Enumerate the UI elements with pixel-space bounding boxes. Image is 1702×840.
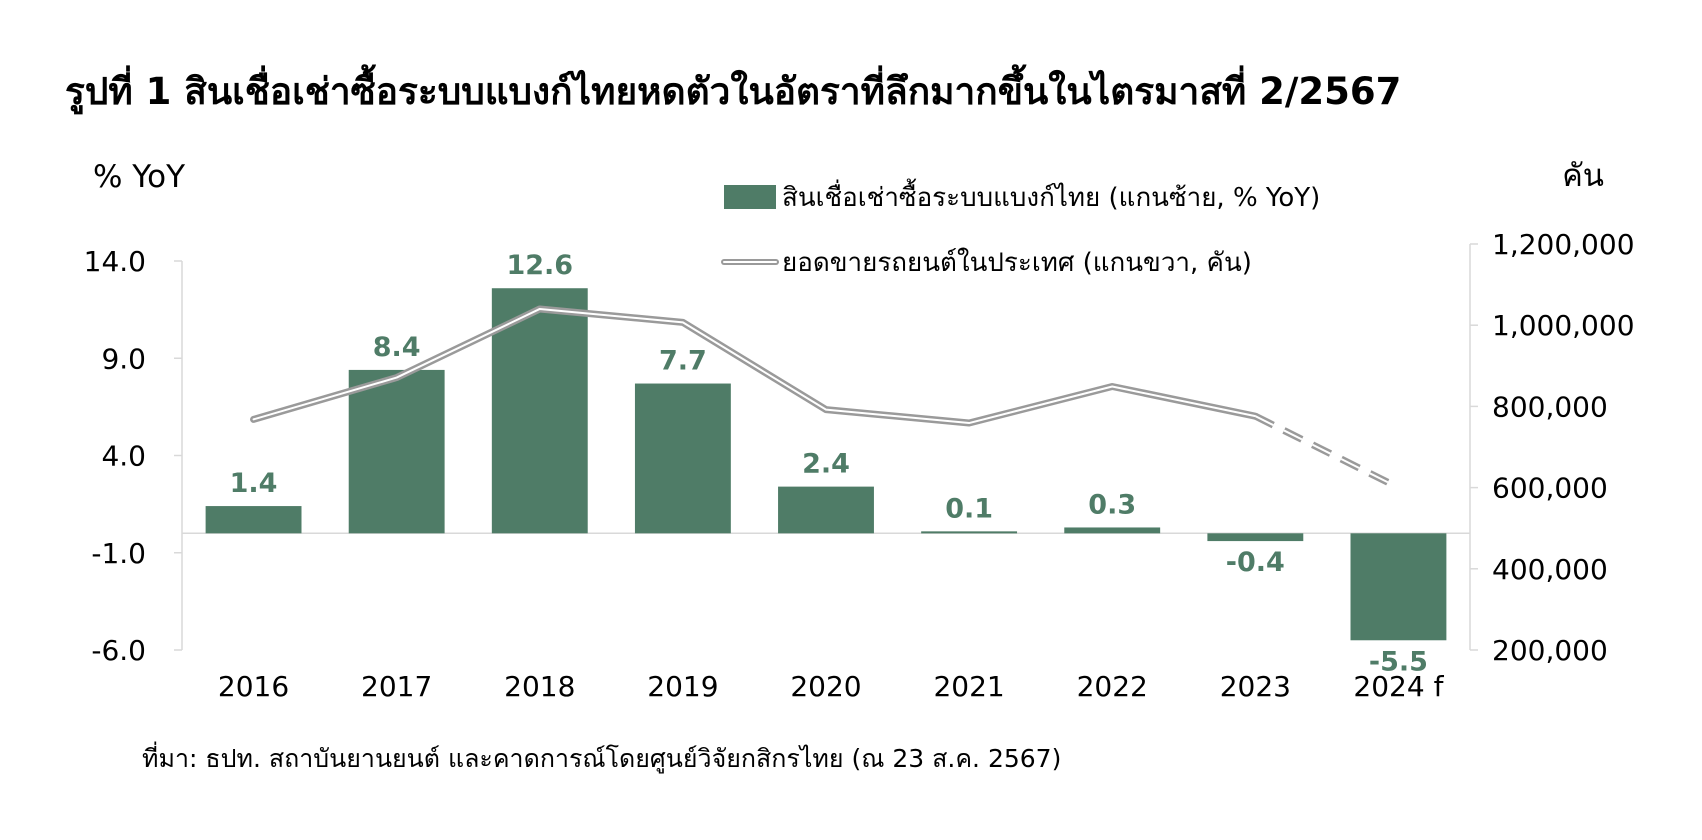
bar-data-label: 12.6	[506, 250, 573, 281]
right-tick-label: 600,000	[1492, 472, 1608, 505]
chart-title: รูปที่ 1 สินเชื่อเช่าซื้อระบบแบงก์ไทยหดต…	[65, 64, 1401, 115]
bar	[1207, 533, 1304, 542]
bar-data-label: -0.4	[1226, 547, 1285, 578]
bar	[1350, 533, 1447, 641]
axes: 14.0 9.0 4.0 -1.0 -6.0 1,200,000 1,000,000 800,…	[84, 228, 1635, 703]
right-tick-label: 1,200,000	[1492, 228, 1635, 261]
left-tick-label: 4.0	[101, 440, 146, 473]
bar-data-label: 8.4	[373, 332, 421, 363]
x-tick-label: 2024 f	[1353, 670, 1444, 703]
source-note: ที่มา: ธปท. สถาบันยานยนต์ และคาดการณ์โดย…	[142, 741, 1061, 774]
x-tick-label: 2023	[1220, 670, 1291, 703]
bar	[491, 288, 588, 534]
x-tick-label: 2021	[933, 670, 1004, 703]
bar-series	[205, 288, 1447, 641]
bar-data-label: 7.7	[659, 346, 707, 377]
bar-data-label: 1.4	[230, 468, 278, 499]
line-series	[250, 305, 1401, 491]
left-tick-label: -1.0	[91, 537, 146, 570]
right-axis-unit: คัน	[1562, 158, 1604, 194]
bar-data-label: 0.1	[945, 493, 993, 524]
x-tick-label: 2016	[218, 670, 289, 703]
left-tick-label: 14.0	[84, 245, 146, 278]
x-tick-label: 2020	[790, 670, 861, 703]
legend-bar-swatch	[724, 185, 776, 209]
x-tick-label: 2018	[504, 670, 575, 703]
sales-forecast-line-inner	[1254, 415, 1399, 489]
bar	[348, 369, 445, 534]
sales-line-inner	[252, 307, 1257, 425]
bar	[921, 531, 1018, 534]
x-tick-label: 2022	[1077, 670, 1148, 703]
bar	[205, 506, 302, 534]
bar-data-label: -5.5	[1369, 646, 1428, 677]
legend-bar-label: สินเชื่อเช่าซื้อระบบแบงก์ไทย (แกนซ้าย, %…	[782, 178, 1320, 213]
right-tick-label: 800,000	[1492, 390, 1608, 423]
bar-data-label: 2.4	[802, 449, 850, 480]
data-labels: 1.4 8.4 12.6 7.7 2.4 0.1 0.3 -0.4 -5.5	[230, 250, 1428, 677]
bar	[634, 383, 731, 534]
left-tick-label: -6.0	[91, 634, 146, 667]
legend: สินเชื่อเช่าซื้อระบบแบงก์ไทย (แกนซ้าย, %…	[721, 178, 1320, 278]
bar	[1064, 527, 1161, 534]
right-tick-label: 400,000	[1492, 553, 1608, 586]
bar-data-label: 0.3	[1088, 489, 1136, 520]
legend-line-label: ยอดขายรถยนต์ในประเทศ (แกนขวา, คัน)	[782, 248, 1252, 278]
x-tick-label: 2019	[647, 670, 718, 703]
x-tick-label: 2017	[361, 670, 432, 703]
right-tick-label: 200,000	[1492, 634, 1608, 667]
left-axis-unit: % YoY	[93, 159, 185, 195]
bar	[778, 486, 874, 534]
right-tick-label: 1,000,000	[1492, 309, 1635, 342]
left-tick-label: 9.0	[101, 342, 146, 375]
